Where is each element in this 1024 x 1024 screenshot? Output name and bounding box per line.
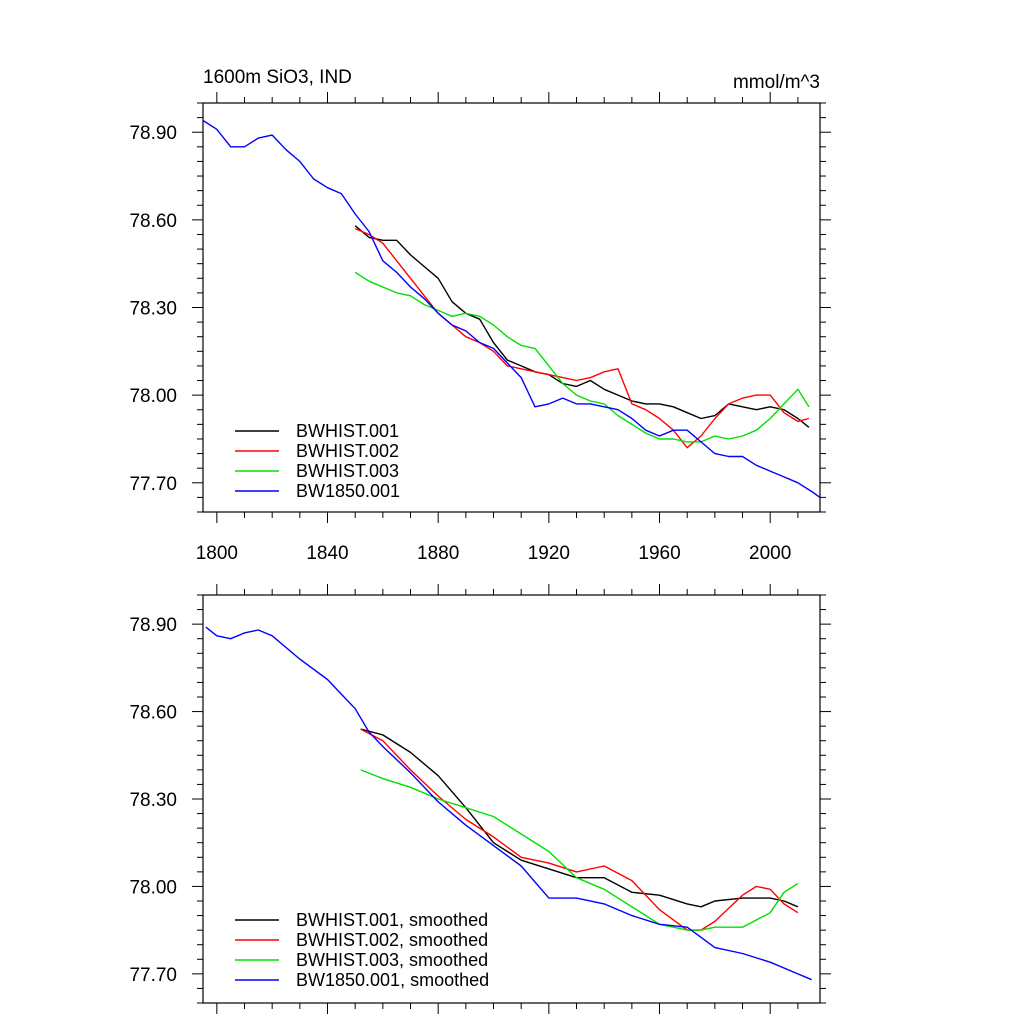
series-line	[354, 225, 810, 428]
series-line	[205, 626, 812, 981]
x-tick-label: 1960	[638, 543, 680, 564]
series-line	[202, 119, 821, 498]
series-line	[360, 728, 799, 931]
y-tick-label: 78.90	[129, 123, 177, 144]
series-line	[360, 769, 799, 931]
legend-label: BWHIST.002	[296, 441, 399, 461]
x-tick-label: 2000	[749, 543, 791, 564]
units-label: mmol/m^3	[733, 72, 820, 93]
legend-label: BWHIST.003	[296, 461, 399, 481]
top-panel: 1600m SiO3, IND mmol/m^3 77.70 78.00 78.30…	[129, 67, 831, 564]
y-tick-label: 78.60	[129, 703, 177, 724]
x-tick-label: 1920	[528, 543, 570, 564]
y-tick-label: 78.30	[129, 299, 177, 320]
chart-title: 1600m SiO3, IND	[203, 67, 352, 88]
y-tick-label: 78.00	[129, 877, 177, 898]
y-tick-label: 77.70	[129, 965, 177, 986]
series-line	[354, 271, 810, 443]
series-line	[360, 728, 799, 908]
legend-label: BWHIST.001	[296, 421, 399, 441]
legend-label: BW1850.001	[296, 481, 400, 501]
legend-label: BWHIST.002, smoothed	[296, 930, 488, 950]
legend-label: BW1850.001, smoothed	[296, 970, 489, 990]
y-tick-label: 78.00	[129, 386, 177, 407]
legend-label: BWHIST.003, smoothed	[296, 950, 488, 970]
x-tick-label: 1840	[306, 543, 348, 564]
y-tick-label: 77.70	[129, 474, 177, 495]
legend-label: BWHIST.001, smoothed	[296, 910, 488, 930]
x-tick-label: 1880	[417, 543, 459, 564]
bottom-panel: 77.70 78.00 78.30 78.60 78.90 BWHIST.001, smo…	[129, 584, 831, 1014]
x-tick-label: 1800	[196, 543, 238, 564]
series-line	[354, 227, 810, 449]
y-tick-label: 78.60	[129, 211, 177, 232]
y-tick-label: 78.30	[129, 790, 177, 811]
y-tick-label: 78.90	[129, 615, 177, 636]
